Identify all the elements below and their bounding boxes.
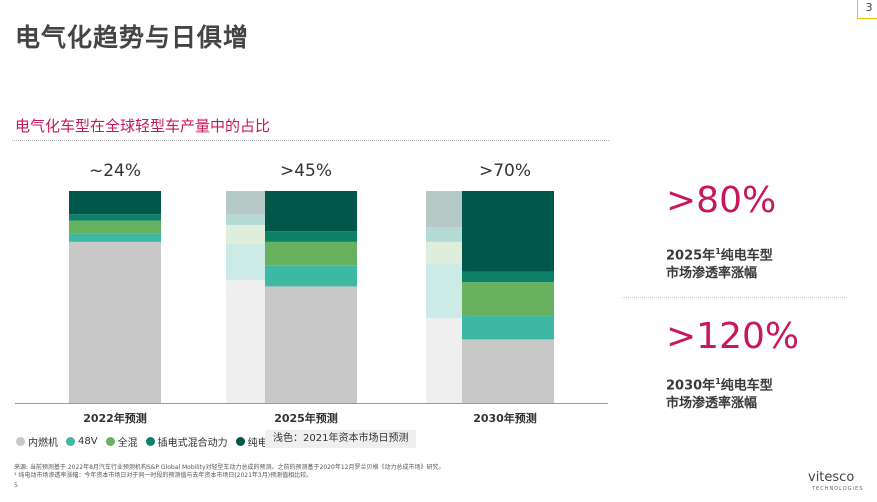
stacked-bar-chart: ~24% 2022年预测 >45% 2025年预测 >70% 2030年预测 (15, 161, 608, 425)
bar-0-1 (69, 233, 161, 242)
bar-0-0 (69, 241, 161, 403)
chart-subtitle: 电气化车型在全球轻型车产量中的占比 (15, 117, 271, 135)
category-label-1: 2025年预测 (274, 411, 338, 425)
ref-2021-bar-0-4 (226, 191, 266, 215)
footnote-definition: ¹ 纯电动市场渗透率涨幅：今年资本市场日对于同一时段的预测值与去年资本市场日(2… (14, 472, 313, 479)
bar-0-4 (69, 191, 161, 215)
vitesco-logo: vitesco (808, 470, 855, 485)
legend-item-1: 48V (66, 436, 98, 447)
ref-2021-bar-1-0 (426, 318, 466, 403)
bar-2-0 (462, 339, 554, 403)
bar-2-3 (462, 271, 554, 283)
ref-2021-bar-0-3 (226, 214, 266, 225)
total-label-1: >45% (280, 161, 332, 181)
page-title: 电气化趋势与日俱增 (15, 23, 250, 52)
legend-item-2: 全混 (105, 434, 138, 449)
bar-1-3 (265, 231, 357, 242)
ref-2021-bar-1-1 (426, 263, 466, 319)
legend-label-2: 全混 (117, 437, 138, 449)
bar-0-2 (69, 220, 161, 234)
category-label-0: 2022年预测 (83, 411, 147, 425)
ref-2021-bar-0-2 (226, 224, 266, 244)
legend-swatch-0 (16, 436, 25, 446)
footnote-source: 来源: 当前预测基于 2022年8月汽车行业预测机构S&P Global Mob… (14, 464, 445, 471)
bar-2-1 (462, 316, 554, 340)
bar-0-3 (69, 214, 161, 221)
ref-2021-bar-0-0 (226, 280, 266, 403)
ref-2021-bar-1-3 (426, 227, 466, 242)
legend-note: 浅色：2021年资本市场日预测 (265, 430, 417, 448)
bar-2-4 (462, 191, 554, 272)
legend-label-4: 纯电 (247, 437, 268, 449)
stat-value-2025: >80% (666, 180, 777, 221)
stat-label-2030: 2030年1纯电车型 市场渗透率涨幅 (666, 377, 773, 412)
bar-1-4 (265, 191, 357, 232)
vitesco-logo-sub: TECHNOLOGIES (812, 486, 864, 492)
legend-label-3: 插电式混合动力 (157, 437, 228, 449)
stat-value-2030: >120% (666, 316, 800, 357)
category-label-2: 2030年预测 (473, 411, 537, 425)
bar-2-2 (462, 282, 554, 317)
bar-1-1 (265, 265, 357, 287)
chart-legend: 内燃机 48V 全混 插电式混合动力 纯电 (16, 433, 276, 449)
page-number: 5 (14, 482, 18, 489)
corner-label: 3 (857, 0, 877, 19)
legend-item-3: 插电式混合动力 (145, 434, 228, 449)
legend-item-4: 纯电 (235, 434, 268, 449)
stat-divider (622, 297, 847, 298)
legend-item-0: 内燃机 (16, 434, 58, 449)
bar-1-0 (265, 286, 357, 403)
ref-2021-bar-0-1 (226, 244, 266, 281)
ref-2021-bar-1-2 (426, 241, 466, 264)
legend-swatch-3 (145, 436, 155, 446)
total-label-0: ~24% (89, 161, 141, 181)
total-label-2: >70% (479, 161, 531, 181)
ref-2021-bar-1-4 (426, 191, 466, 228)
legend-swatch-2 (105, 436, 115, 446)
legend-label-0: 内燃机 (28, 437, 58, 449)
legend-swatch-4 (235, 436, 245, 446)
bar-1-2 (265, 241, 357, 266)
subtitle-divider (12, 140, 609, 141)
legend-label-1: 48V (78, 435, 98, 447)
stat-label-2025: 2025年1纯电车型 市场渗透率涨幅 (666, 247, 773, 282)
legend-swatch-1 (66, 436, 75, 446)
